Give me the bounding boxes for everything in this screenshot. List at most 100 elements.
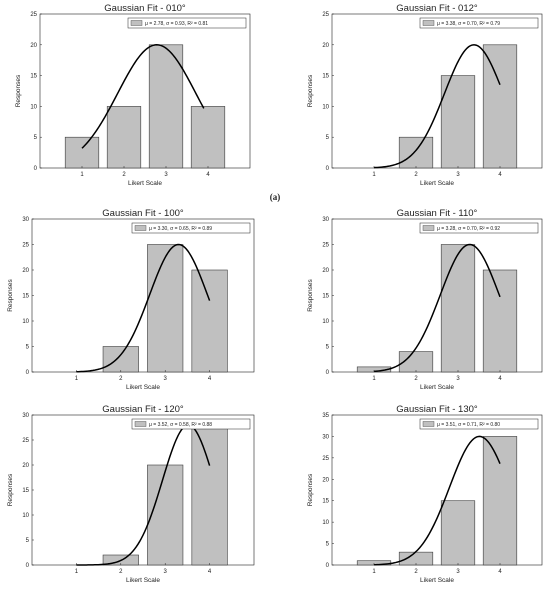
x-axis-label: Likert Scale	[126, 384, 160, 391]
y-tick-label: 20	[322, 477, 329, 483]
bar	[482, 436, 518, 566]
y-tick-label: 10	[322, 319, 329, 325]
x-axis-label: Likert Scale	[420, 180, 454, 187]
y-tick-label: 25	[322, 12, 329, 18]
y-tick-label: 5	[26, 345, 30, 351]
legend-text: μ = 3.30, σ = 0.65, R² = 0.89	[149, 226, 212, 232]
gaussian-fit-line	[373, 44, 501, 169]
x-tick-label: 2	[414, 376, 418, 382]
legend-text: μ = 2.78, σ = 0.93, R² = 0.81	[145, 21, 208, 27]
chart-panel: 1 2 3 4 0 5 10 15 20 25 30 Gaussian Fit - 100° Liker…	[7, 208, 255, 391]
legend-box	[419, 222, 539, 234]
y-tick-label: 10	[322, 104, 329, 110]
legend-box	[131, 418, 251, 430]
bar	[398, 136, 434, 169]
legend-box	[127, 17, 247, 29]
gaussian-fit-line	[81, 44, 205, 149]
x-tick-label: 4	[208, 376, 212, 382]
bar	[64, 136, 100, 169]
chart-panel: 1 2 3 4 0 5 10 15 20 25 Gaussian Fit - 012° Likert …	[307, 3, 543, 187]
y-tick-label: 5	[326, 345, 330, 351]
chart-panel: 1 2 3 4 0 5 10 15 20 25 30 35 Gaussian Fit - 130° Lik…	[307, 404, 543, 584]
gaussian-fit-line	[76, 424, 211, 566]
legend-swatch	[134, 421, 147, 427]
plot-frame	[39, 13, 251, 169]
legend-swatch	[422, 20, 435, 26]
chart-title: Gaussian Fit - 110°	[397, 208, 478, 219]
y-tick-label: 25	[22, 438, 29, 444]
y-axis-label: Responses	[307, 473, 314, 506]
y-tick-label: 20	[322, 268, 329, 274]
y-tick-label: 15	[322, 294, 329, 300]
x-axis-label: Likert Scale	[128, 180, 162, 187]
chart-title: Gaussian Fit - 010°	[104, 3, 186, 14]
y-tick-label: 15	[322, 74, 329, 80]
x-tick-label: 3	[164, 376, 168, 382]
y-axis-label: Responses	[7, 473, 14, 506]
y-tick-label: 0	[326, 563, 330, 569]
legend-swatch	[422, 225, 435, 231]
x-tick-label: 2	[119, 376, 123, 382]
panel-label: (a)	[270, 192, 281, 202]
chart-panel: 1 2 3 4 0 5 10 15 20 25 Gaussian Fit - 010° Likert …	[15, 3, 251, 187]
y-tick-label: 20	[322, 43, 329, 49]
x-tick-label: 4	[498, 376, 502, 382]
gaussian-fit-line	[373, 243, 501, 373]
gaussian-fit-line	[373, 435, 501, 566]
x-tick-label: 4	[208, 569, 212, 575]
y-tick-label: 0	[326, 370, 330, 376]
y-tick-label: 10	[322, 520, 329, 526]
bar	[147, 464, 184, 566]
y-tick-label: 10	[22, 513, 29, 519]
y-axis-label: Responses	[307, 74, 314, 107]
legend-swatch	[134, 225, 147, 231]
x-tick-label: 4	[206, 172, 210, 178]
x-tick-label: 3	[456, 376, 460, 382]
x-tick-label: 1	[372, 569, 376, 575]
y-tick-label: 15	[22, 294, 29, 300]
legend-box	[419, 17, 539, 29]
chart-title: Gaussian Fit - 130°	[396, 404, 478, 415]
y-tick-label: 25	[322, 456, 329, 462]
bar	[147, 244, 184, 373]
x-tick-label: 3	[164, 172, 168, 178]
x-tick-label: 1	[372, 172, 376, 178]
y-tick-label: 0	[34, 166, 38, 172]
bar	[440, 244, 476, 373]
x-tick-label: 4	[498, 569, 502, 575]
y-tick-label: 0	[326, 166, 330, 172]
x-axis-label: Likert Scale	[420, 577, 454, 584]
bar	[440, 500, 476, 566]
bar	[102, 346, 139, 373]
x-tick-label: 1	[80, 172, 84, 178]
bar	[191, 269, 228, 373]
x-tick-label: 3	[456, 172, 460, 178]
x-tick-label: 3	[164, 569, 168, 575]
legend-box	[419, 418, 539, 430]
y-tick-label: 10	[22, 319, 29, 325]
y-axis-label: Responses	[15, 74, 22, 107]
x-tick-label: 2	[414, 569, 418, 575]
bar	[482, 269, 518, 373]
x-tick-label: 2	[119, 569, 123, 575]
legend-text: μ = 3.52, σ = 0.58, R² = 0.88	[149, 422, 212, 428]
chart-panel: 1 2 3 4 0 5 10 15 20 25 30 Gaussian Fit - 120° Liker…	[7, 404, 255, 584]
y-tick-label: 5	[326, 542, 330, 548]
y-tick-label: 20	[22, 268, 29, 274]
y-tick-label: 15	[22, 488, 29, 494]
y-tick-label: 25	[30, 12, 37, 18]
chart-title: Gaussian Fit - 012°	[396, 3, 478, 14]
y-tick-label: 0	[26, 370, 30, 376]
plot-frame	[331, 414, 543, 566]
x-tick-label: 4	[498, 172, 502, 178]
legend-text: μ = 3.38, σ = 0.70, R² = 0.79	[437, 21, 500, 27]
chart-title: Gaussian Fit - 120°	[102, 404, 184, 415]
legend-box	[131, 222, 251, 234]
gaussian-fit-line	[76, 243, 211, 373]
x-axis-label: Likert Scale	[126, 577, 160, 584]
bar	[191, 424, 228, 566]
bar	[482, 44, 518, 169]
y-tick-label: 15	[30, 74, 37, 80]
bar	[106, 106, 142, 169]
